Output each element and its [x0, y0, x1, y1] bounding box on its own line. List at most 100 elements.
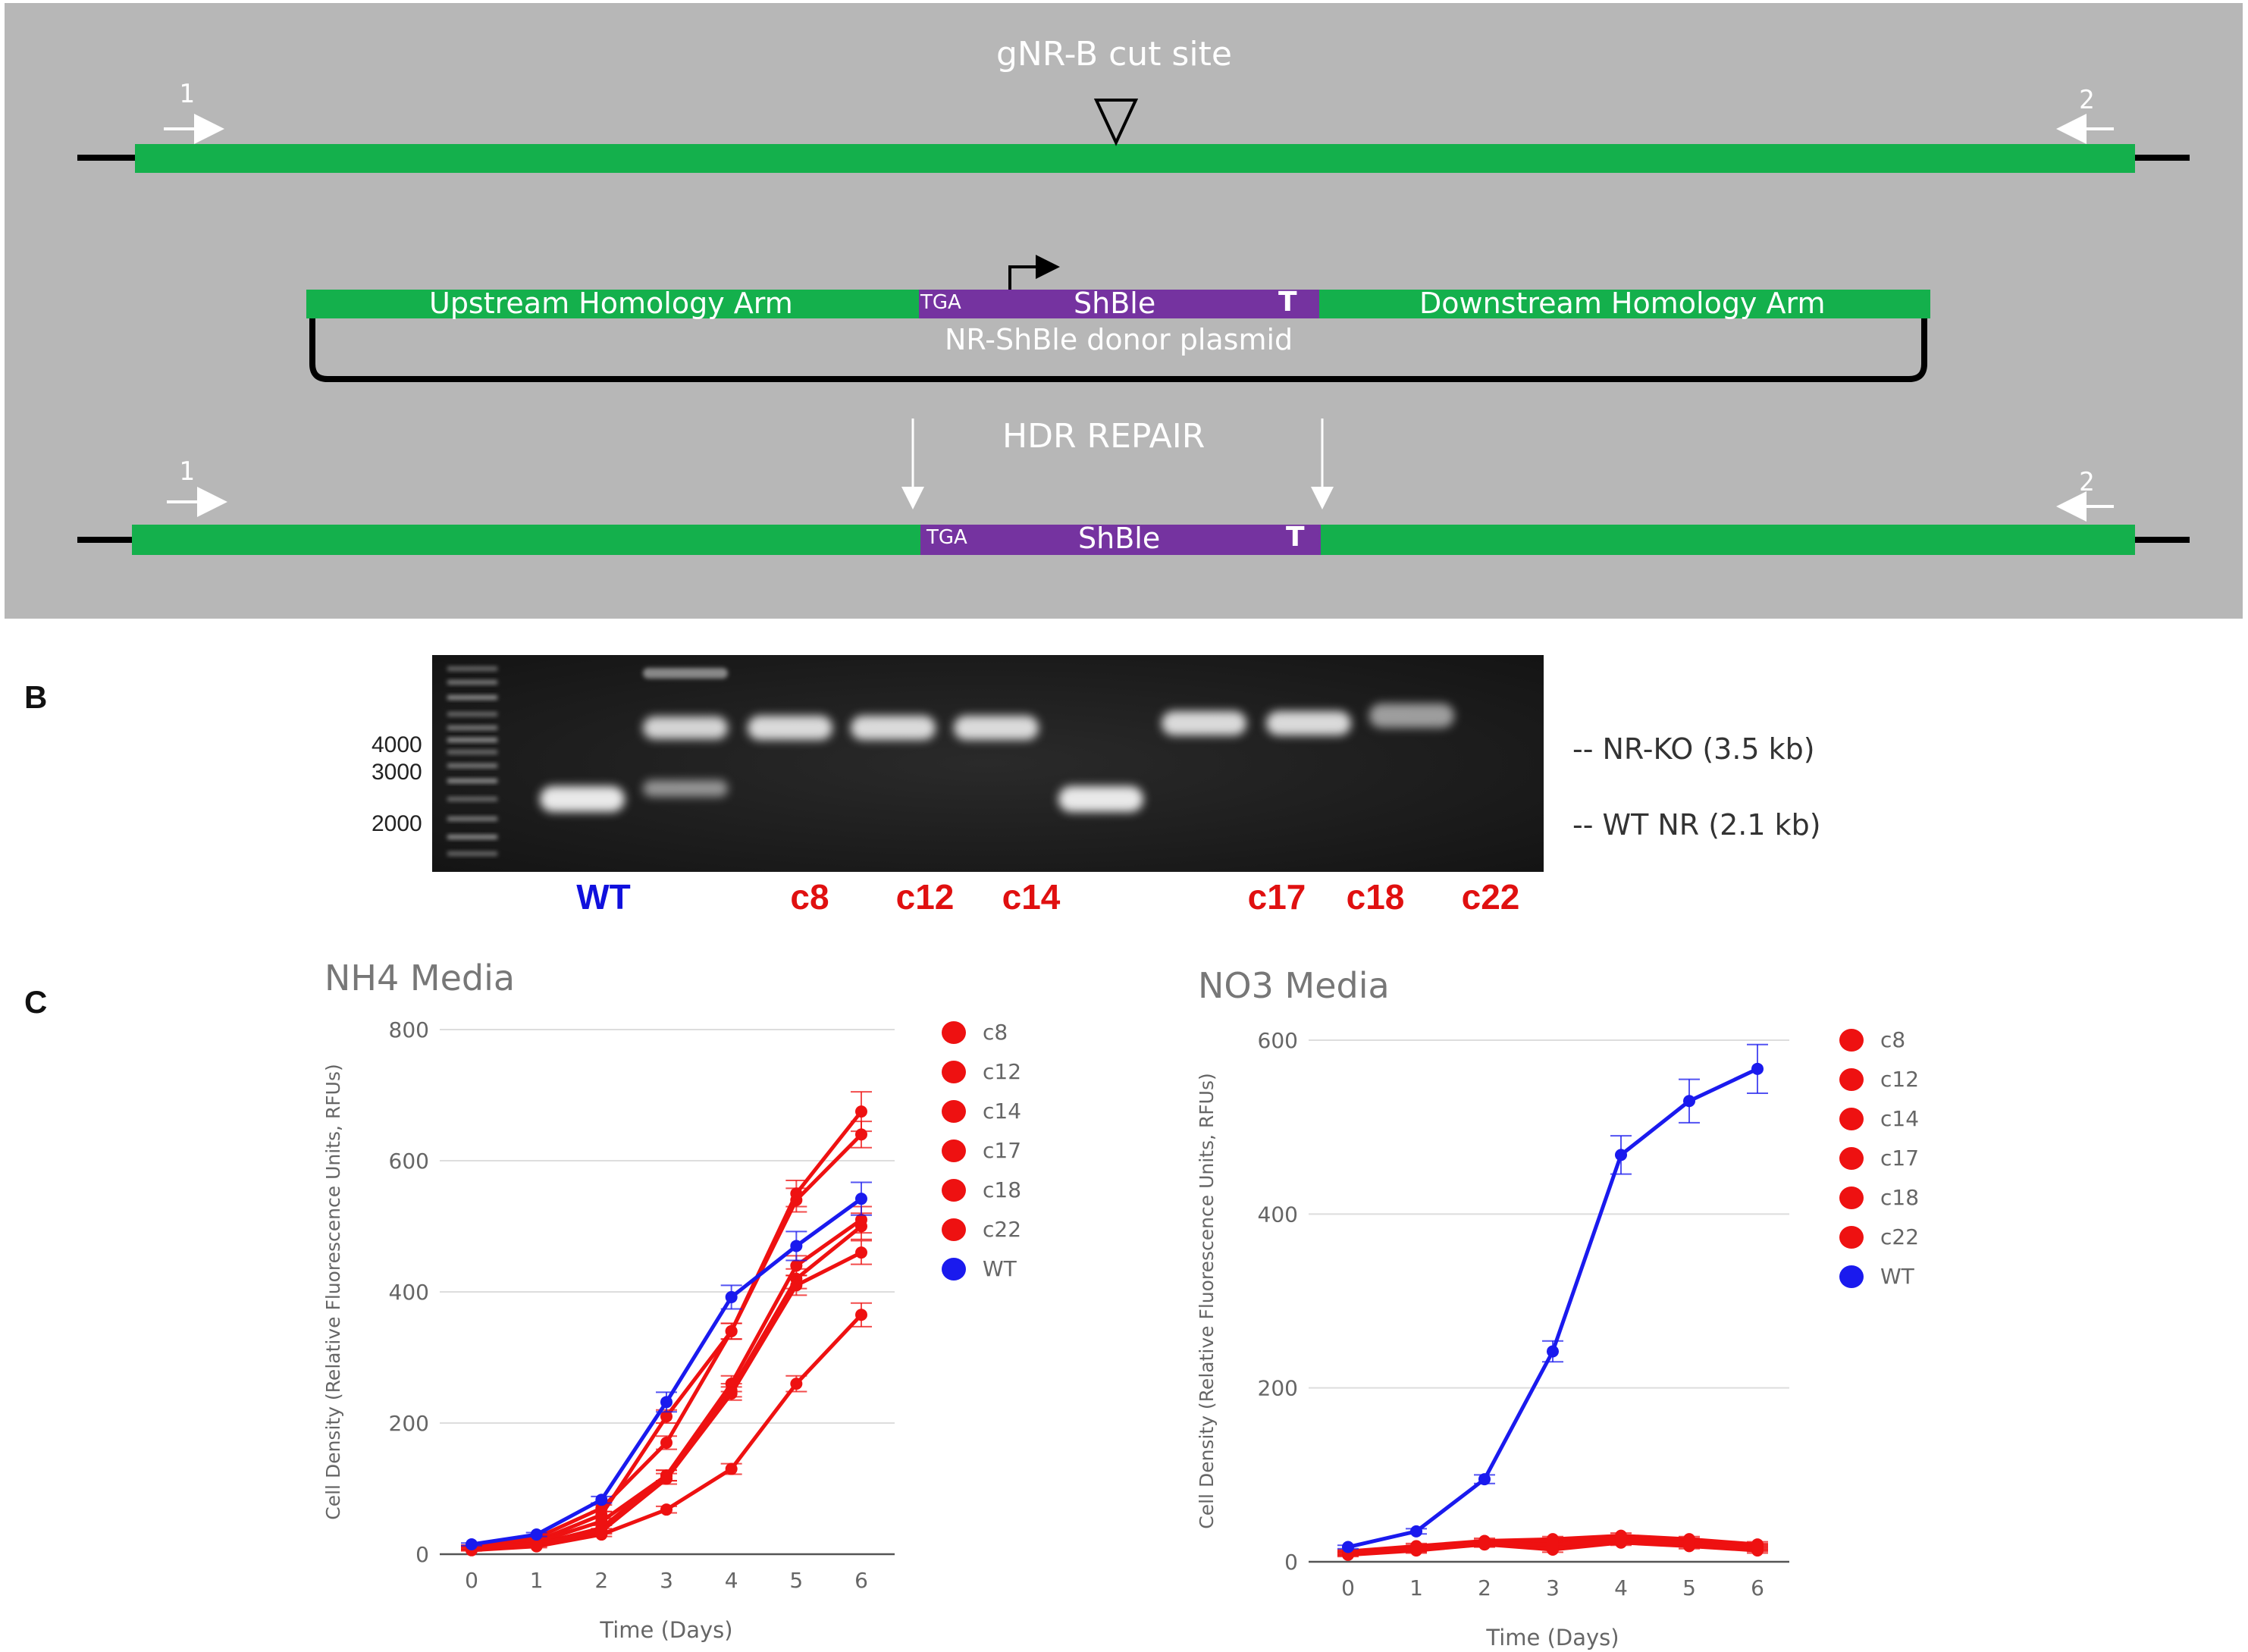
ko-band [1266, 711, 1351, 735]
chart-title: NO3 Media [1198, 965, 1390, 1006]
shble-cassette-integrated [920, 525, 1322, 555]
legend-label-c22: c22 [1880, 1224, 1919, 1249]
legend-swatch-c17 [942, 1139, 966, 1162]
gel-lane-10 [1369, 704, 1454, 728]
agarose-gel-image [432, 655, 1544, 872]
data-point [660, 1503, 673, 1516]
data-point [660, 1396, 673, 1409]
legend-label-c12: c12 [1880, 1067, 1919, 1092]
series-line-c14 [471, 1224, 863, 1551]
legend-swatch-c22 [942, 1218, 966, 1241]
legend-label-wt: WT [983, 1256, 1017, 1281]
y-tick-label: 0 [415, 1542, 429, 1567]
y-tick-label: 200 [1258, 1376, 1298, 1401]
legend-label-c8: c8 [983, 1020, 1008, 1045]
x-tick-label: 5 [789, 1568, 803, 1593]
nr-ko-band-label: -- NR-KO (3.5 kb) [1572, 732, 1815, 766]
primer-1-label-top: 1 [179, 79, 195, 109]
x-tick-label: 0 [1341, 1575, 1355, 1600]
ladder-band [447, 750, 497, 754]
well-band [643, 668, 728, 679]
shble-label-integrated: ShBle [1078, 522, 1161, 555]
ko-band [954, 716, 1039, 740]
data-point [530, 1528, 543, 1541]
series-line-c8 [471, 1133, 863, 1550]
legend-swatch-c14 [1839, 1108, 1864, 1130]
gel-lane-4 [748, 716, 832, 740]
data-point [595, 1494, 608, 1506]
wt-nr-band-label: -- WT NR (2.1 kb) [1572, 808, 1821, 842]
ladder-label-2000: 2000 [372, 811, 422, 836]
data-point [1478, 1473, 1491, 1486]
construct-schematic [77, 99, 2190, 555]
lane-label-c18: c18 [1346, 877, 1405, 917]
upstream-arm-label: Upstream Homology Arm [429, 287, 793, 320]
series-line-wt [471, 1197, 863, 1547]
legend-swatch-c12 [1839, 1068, 1864, 1091]
ladder-band [447, 797, 497, 801]
gel-lane-3 [643, 668, 728, 797]
legend-swatch-c17 [1839, 1147, 1864, 1170]
data-point [790, 1187, 803, 1200]
y-axis-label: Cell Density (Relative Fluorescence Unit… [1196, 1073, 1218, 1528]
y-tick-label: 400 [1258, 1202, 1298, 1227]
x-tick-label: 1 [1409, 1575, 1423, 1600]
ko-band [851, 716, 936, 740]
y-tick-label: 800 [389, 1017, 429, 1042]
data-point [595, 1525, 608, 1538]
data-point [660, 1410, 673, 1423]
data-point [595, 1502, 608, 1515]
data-point [530, 1538, 543, 1550]
ko-band [1369, 704, 1454, 728]
ladder-band [447, 779, 497, 783]
panel-a-construct-diagram: gNR-B cut site 1 2 Upstream Homology Arm… [5, 3, 2243, 619]
nr-gene-bottom-right [1321, 525, 2135, 555]
plasmid-backbone [309, 318, 1927, 382]
ladder-band [447, 835, 497, 839]
wt-band [1058, 786, 1143, 812]
gel-lane-5 [851, 716, 936, 740]
upstream-homology-arm [306, 290, 920, 318]
ladder-band [447, 817, 497, 821]
ladder-band [447, 851, 497, 856]
x-tick-label: 3 [1546, 1575, 1560, 1600]
ladder-label-4000: 4000 [372, 732, 422, 757]
data-point [790, 1378, 803, 1390]
x-tick-label: 6 [854, 1568, 868, 1593]
legend-swatch-wt [1839, 1265, 1864, 1288]
ladder-band [447, 680, 497, 685]
x-tick-label: 2 [594, 1568, 608, 1593]
series-c8 [461, 1121, 872, 1554]
data-point [725, 1290, 738, 1303]
data-point [466, 1538, 478, 1551]
legend-swatch-c18 [942, 1179, 966, 1202]
nr-gene-bottom-left [132, 525, 922, 555]
cut-site-label: gNR-B cut site [996, 35, 1232, 74]
chart-title: NH4 Media [325, 958, 515, 998]
series-c17 [461, 1205, 872, 1554]
series-line-wt [1347, 1067, 1759, 1549]
ladder-band [447, 712, 497, 716]
ko-band [1162, 711, 1246, 735]
primer-1-label-bottom: 1 [179, 456, 195, 487]
x-tick-label: 3 [660, 1568, 673, 1593]
data-point [855, 1193, 867, 1205]
data-point [790, 1240, 803, 1252]
x-axis-label: Time (Days) [1485, 1625, 1619, 1650]
shble-label-donor: ShBle [1074, 287, 1156, 320]
gel-lane-1 [447, 666, 497, 856]
legend-swatch-c8 [942, 1021, 966, 1044]
data-point [1615, 1149, 1627, 1161]
data-point [790, 1279, 803, 1292]
gel-lane-7 [1058, 786, 1143, 812]
data-point [1751, 1541, 1764, 1554]
downstream-homology-arm [1319, 290, 1930, 318]
legend-label-c14: c14 [1880, 1106, 1919, 1131]
y-tick-label: 600 [389, 1149, 429, 1174]
data-point [855, 1246, 867, 1259]
shble-cassette-donor [919, 290, 1321, 318]
y-axis-label: Cell Density (Relative Fluorescence Unit… [322, 1064, 344, 1519]
ladder-band [447, 738, 497, 742]
tga-label-donor: TGA [920, 291, 961, 314]
